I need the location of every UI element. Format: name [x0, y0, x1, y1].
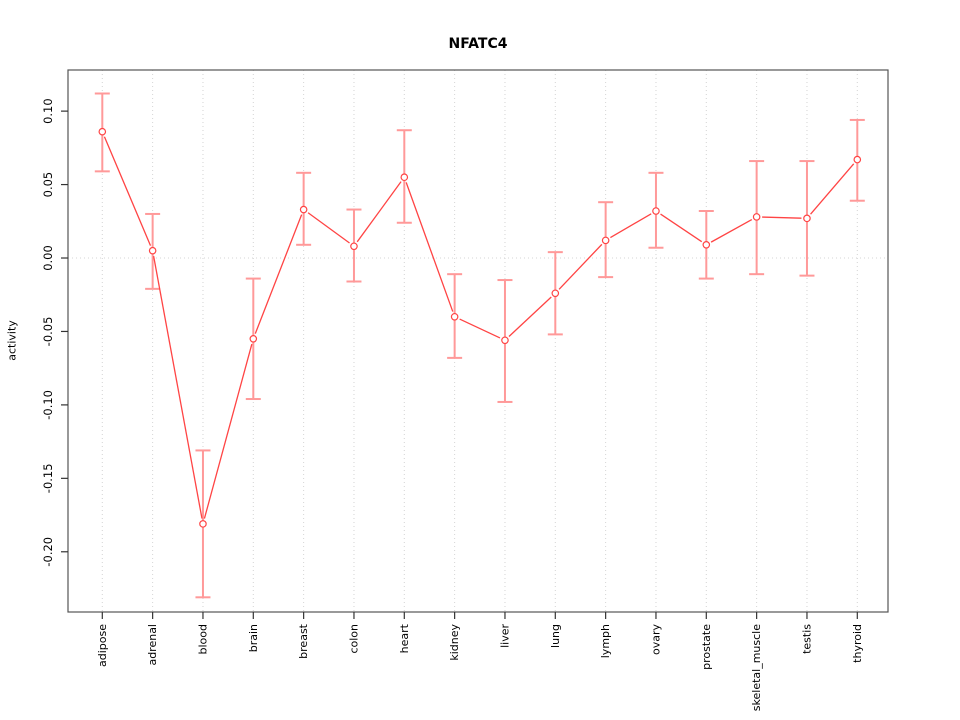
y-tick-label: 0.10	[41, 98, 55, 124]
data-point-thyroid	[853, 155, 862, 164]
x-tick-label: skeletal_muscle	[750, 624, 763, 711]
x-tick-label: thyroid	[851, 624, 864, 663]
chart-title: NFATC4	[448, 36, 508, 52]
series-segment	[610, 213, 652, 239]
series-segment	[203, 343, 253, 519]
x-tick-label: blood	[196, 624, 209, 654]
data-point-lung	[551, 289, 560, 298]
y-tick-label: -0.10	[41, 390, 55, 420]
series-segment	[508, 296, 552, 337]
x-tick-label: kidney	[448, 624, 461, 661]
y-tick-label: 0.05	[41, 172, 55, 198]
x-tick-label: heart	[398, 623, 411, 653]
data-point-heart	[400, 173, 409, 182]
x-tick-label: brain	[247, 624, 260, 652]
series-segment	[558, 243, 603, 290]
series-segment	[660, 213, 703, 243]
series-segment	[356, 181, 402, 243]
x-tick-label: adipose	[96, 624, 109, 667]
data-point-liver	[501, 336, 509, 345]
data-point-skeletal_muscle	[752, 213, 761, 221]
x-tick-label: adrenal	[146, 624, 159, 666]
data-point-ovary	[652, 207, 660, 215]
series-segment	[152, 255, 203, 519]
y-tick-label: -0.15	[41, 463, 55, 493]
x-tick-label: prostate	[700, 624, 713, 670]
plot-frame	[67, 69, 889, 613]
data-point-kidney	[450, 312, 459, 321]
y-tick-label: -0.05	[41, 317, 55, 347]
series-segment	[254, 214, 303, 334]
x-tick-label: liver	[498, 624, 511, 648]
x-tick-label: ovary	[649, 624, 662, 656]
data-point-lymph	[601, 236, 610, 245]
series-segment	[103, 136, 152, 246]
series-segment	[459, 318, 501, 339]
data-point-colon	[350, 242, 358, 251]
data-point-blood	[199, 520, 207, 528]
data-point-breast	[299, 205, 308, 214]
data-point-brain	[249, 334, 258, 343]
y-axis-label: activity	[5, 320, 19, 361]
x-tick-label: testis	[800, 624, 813, 654]
data-point-adipose	[98, 127, 107, 136]
data-point-prostate	[702, 240, 711, 249]
data-point-testis	[803, 214, 811, 223]
y-tick-label: -0.20	[41, 537, 55, 567]
y-tick-label: 0.00	[41, 245, 55, 271]
series-segment	[810, 163, 855, 215]
series-segment	[710, 218, 753, 243]
data-point-adrenal	[148, 246, 157, 255]
series-segment	[762, 216, 802, 219]
x-tick-label: lung	[549, 624, 562, 648]
x-tick-label: lymph	[599, 624, 612, 658]
x-tick-label: colon	[347, 624, 360, 654]
x-tick-label: breast	[297, 623, 310, 659]
series-segment	[405, 182, 454, 312]
series-segment	[307, 212, 350, 244]
